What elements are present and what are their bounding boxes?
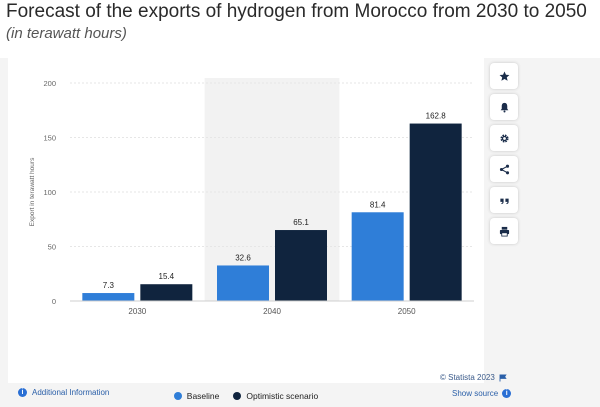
show-source-link[interactable]: Show source i [452, 389, 512, 398]
bar-optimistic-2040 [275, 230, 327, 301]
y-axis-label: Export in terawatt hours [29, 157, 36, 226]
y-tick-label: 200 [43, 79, 56, 88]
data-label: 81.4 [370, 200, 386, 209]
legend-item-baseline[interactable]: Baseline [173, 391, 220, 401]
show-source-label: Show source [452, 389, 499, 398]
print-icon [499, 226, 509, 236]
legend-marker-optimistic [233, 392, 242, 400]
bar-baseline-2050 [351, 212, 404, 301]
y-tick-label: 100 [43, 188, 56, 197]
share-button[interactable] [490, 156, 518, 182]
share-icon [499, 164, 509, 174]
y-tick-label: 150 [43, 134, 56, 143]
bar-chart: 0 50 100 150 200 Export in terawatt hours 7.3 1… [29, 78, 474, 316]
x-tick-label: 2050 [398, 307, 416, 316]
gear-icon [499, 133, 509, 143]
y-tick-label: 50 [48, 243, 56, 252]
bar-baseline-2040 [217, 265, 269, 301]
data-label: 7.3 [103, 281, 115, 290]
settings-button[interactable] [490, 125, 518, 151]
legend-marker-baseline [173, 392, 182, 400]
x-tick-label: 2030 [128, 307, 146, 316]
chart-subtitle: (in terawatt hours) [6, 25, 127, 42]
flag-icon [499, 374, 507, 381]
additional-information-link[interactable]: i Additional Information [18, 388, 109, 397]
star-icon [499, 71, 509, 81]
bar-optimistic-2050 [409, 123, 462, 301]
data-label: 65.1 [293, 218, 309, 227]
bell-icon [500, 102, 508, 113]
notification-button[interactable] [490, 94, 518, 120]
y-tick-label: 0 [52, 297, 56, 306]
legend-label-baseline: Baseline [186, 391, 220, 401]
additional-information-label: Additional Information [32, 388, 110, 397]
x-tick-label: 2040 [263, 307, 281, 316]
data-label: 15.4 [159, 272, 175, 281]
data-label: 162.8 [426, 112, 447, 121]
quote-icon [499, 198, 509, 204]
print-button[interactable] [490, 218, 518, 244]
bar-optimistic-2030 [140, 284, 193, 301]
info-circle-icon: i [18, 388, 27, 397]
chart-card: 0 50 100 150 200 Export in terawatt hours 7.3 1… [8, 58, 484, 401]
statista-credit: © Statista 2023 [440, 373, 507, 382]
info-icon: i [502, 389, 512, 398]
chart-legend: Baseline Optimistic scenario [8, 391, 484, 401]
legend-label-optimistic: Optimistic scenario [246, 391, 319, 401]
favorite-button[interactable] [490, 63, 518, 89]
credit-text: © Statista 2023 [440, 373, 495, 382]
chart-toolbar [490, 63, 518, 244]
cite-button[interactable] [490, 187, 518, 213]
bar-baseline-2030 [82, 293, 135, 301]
data-label: 32.6 [235, 253, 251, 262]
legend-item-optimistic[interactable]: Optimistic scenario [233, 391, 318, 401]
chart-title: Forecast of the exports of hydrogen from… [6, 1, 587, 22]
